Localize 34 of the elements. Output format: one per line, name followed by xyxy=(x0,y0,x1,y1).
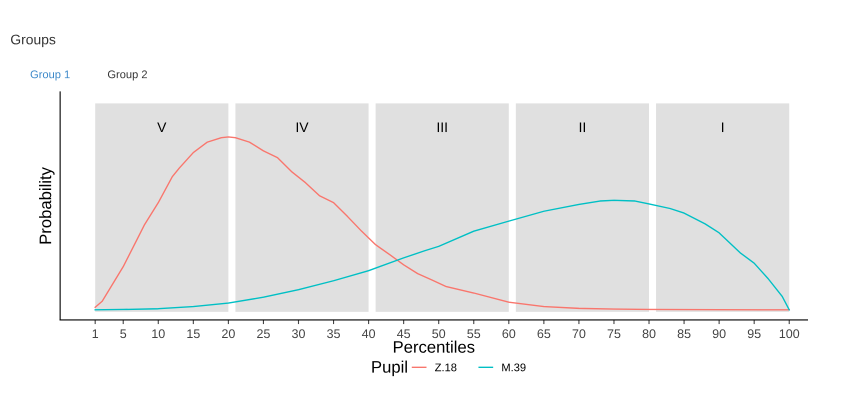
x-tick-label: 25 xyxy=(257,329,270,338)
x-tick-label: 55 xyxy=(467,329,480,338)
text: Group 1 xyxy=(30,70,70,80)
x-tick-label: 40 xyxy=(362,329,376,338)
text: Group 2 xyxy=(108,70,147,80)
x-tick-label: 15 xyxy=(187,329,200,338)
chart-title: Groups xyxy=(11,34,56,48)
legend-label: M.39 xyxy=(502,363,526,372)
x-tick-label: 70 xyxy=(572,329,586,338)
x-tick-label: 90 xyxy=(712,329,726,338)
x-tick-label: 65 xyxy=(538,329,550,338)
x-tick-label: 20 xyxy=(222,329,235,338)
x-tick-label: 50 xyxy=(432,329,446,338)
y-axis-title: Probability xyxy=(39,167,55,244)
x-tick-label: 5 xyxy=(120,329,126,338)
x-tick-label: 100 xyxy=(780,329,800,338)
x-axis-title: Percentiles xyxy=(394,340,474,353)
x-tick-label: 45 xyxy=(396,329,410,338)
band-label: I xyxy=(722,122,724,132)
x-tick-label: 60 xyxy=(502,329,516,338)
legend-title: Pupil xyxy=(372,360,407,376)
x-tick-label: 30 xyxy=(292,329,305,338)
band-label: IV xyxy=(296,122,308,132)
band-label: II xyxy=(580,122,585,132)
x-tick-label: 85 xyxy=(678,329,690,338)
x-tick-label: 10 xyxy=(152,329,165,338)
x-tick-label: 1 xyxy=(92,329,98,338)
band-label: V xyxy=(157,122,166,132)
band-label: III xyxy=(438,122,447,132)
legend-label: Z.18 xyxy=(435,363,456,372)
x-tick-label: 80 xyxy=(642,329,656,338)
x-tick-label: 75 xyxy=(608,329,620,338)
x-tick-label: 35 xyxy=(327,329,340,338)
x-tick-label: 95 xyxy=(748,329,761,338)
